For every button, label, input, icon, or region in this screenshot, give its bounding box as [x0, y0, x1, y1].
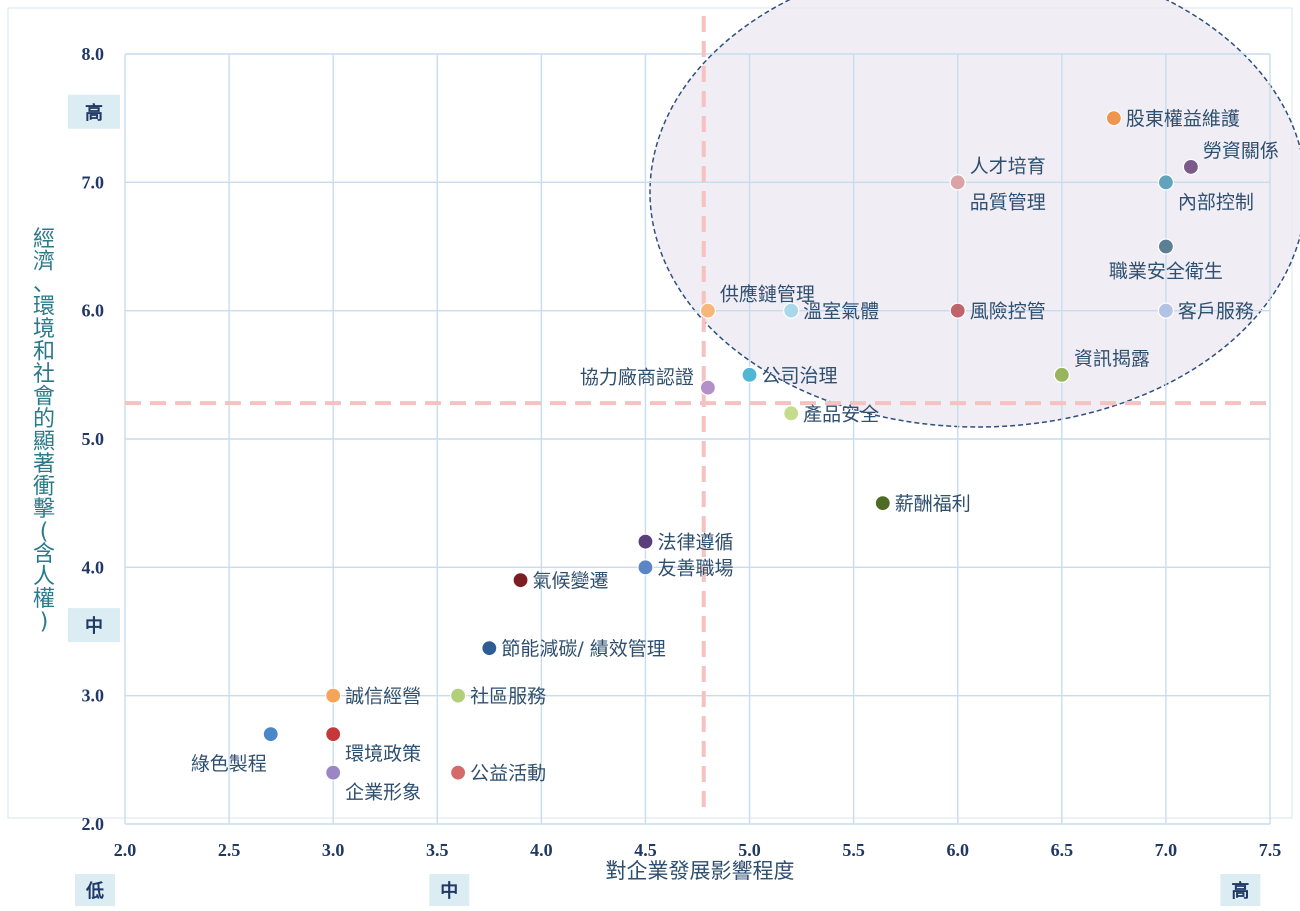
point-label-1: 勞資關係 — [1203, 140, 1279, 162]
point-label-19: 誠信經營 — [345, 686, 421, 708]
point-label-21: 綠色製程 — [191, 753, 267, 775]
x-band-label-2: 高 — [1231, 880, 1249, 902]
y-tick-label-3: 5.0 — [82, 429, 105, 449]
point-11 — [741, 366, 758, 383]
point-label-23: 企業形象 — [345, 782, 421, 804]
y-tick-label-4: 6.0 — [82, 301, 105, 321]
point-label-24: 公益活動 — [470, 763, 546, 785]
point-20 — [449, 687, 467, 704]
point-label-9: 客戶服務 — [1178, 301, 1254, 323]
point-16 — [637, 559, 654, 576]
x-tick-label-6: 5.0 — [738, 840, 761, 860]
point-17 — [512, 572, 529, 589]
x-tick-label-4: 4.0 — [530, 840, 553, 860]
point-label-5: 職業安全衛生 — [1109, 261, 1223, 283]
x-tick-label-10: 7.0 — [1155, 840, 1178, 860]
point-label-2: 人才培育 — [970, 155, 1046, 177]
point-22 — [325, 726, 342, 743]
level-bands: 低中高高中 — [68, 94, 1261, 906]
point-12 — [1053, 366, 1070, 383]
x-tick-label-11: 7.5 — [1259, 840, 1282, 860]
point-4 — [1157, 174, 1175, 191]
point-0 — [1105, 110, 1122, 127]
y-tick-label-0: 2.0 — [82, 814, 105, 834]
point-label-18: 節能減碳/ 績效管理 — [501, 638, 665, 660]
y-band-box-1 — [68, 608, 120, 643]
y-tick-label-5: 7.0 — [82, 172, 105, 192]
y-axis-title: 經濟、環境和社會的顯著衝擊(含人權) — [33, 227, 55, 635]
point-label-17: 氣候變遷 — [533, 570, 609, 592]
point-6 — [699, 302, 717, 319]
point-14 — [874, 495, 891, 512]
y-band-box-0 — [68, 94, 120, 129]
point-label-22: 環境政策 — [345, 743, 421, 765]
point-8 — [949, 302, 966, 319]
point-19 — [325, 687, 342, 704]
x-tick-label-5: 4.5 — [634, 840, 657, 860]
point-7 — [783, 302, 800, 319]
point-label-14: 薪酬福利 — [895, 493, 971, 515]
point-label-3: 品質管理 — [970, 191, 1046, 213]
point-3 — [949, 174, 966, 191]
point-label-10: 協力廠商認證 — [580, 366, 694, 389]
x-tick-label-3: 3.5 — [426, 840, 449, 860]
point-label-4: 內部控制 — [1178, 191, 1254, 213]
point-label-16: 友善職場 — [657, 557, 733, 579]
point-1 — [1182, 158, 1199, 176]
point-10 — [699, 379, 717, 396]
grid — [124, 53, 1271, 825]
x-tick-label-8: 6.0 — [946, 840, 969, 860]
point-label-20: 社區服務 — [470, 686, 546, 708]
point-label-6: 供應鏈管理 — [720, 283, 815, 306]
point-9 — [1157, 302, 1175, 319]
point-18 — [481, 640, 498, 657]
x-tick-label-2: 3.0 — [322, 840, 345, 860]
x-band-box-0 — [75, 874, 115, 906]
point-5 — [1157, 238, 1175, 255]
point-13 — [783, 405, 800, 422]
point-label-11: 公司治理 — [762, 365, 838, 387]
x-tick-label-7: 5.5 — [842, 840, 865, 860]
point-label-0: 股東權益維護 — [1126, 108, 1240, 130]
point-label-12: 資訊揭露 — [1074, 348, 1150, 370]
tick-labels: 2.0 2.5 3.0 3.5 4.0 4.5 5.0 5.5 6.0 6.5 7.0 7.5 2.0 3… — [82, 44, 1282, 860]
point-label-13: 產品安全 — [803, 403, 879, 425]
x-tick-label-1: 2.5 — [218, 840, 241, 860]
point-label-8: 風險控管 — [970, 301, 1046, 323]
outer-frame — [7, 7, 1293, 819]
x-band-box-2 — [1220, 874, 1261, 906]
x-tick-label-9: 6.5 — [1051, 840, 1074, 860]
point-label-15: 法律遵循 — [657, 532, 733, 554]
y-tick-label-6: 8.0 — [82, 44, 105, 64]
x-band-box-1 — [429, 874, 470, 906]
point-21 — [262, 726, 279, 743]
x-axis-title: 對企業發展影響程度 — [606, 859, 795, 883]
point-label-7: 溫室氣體 — [803, 301, 879, 323]
y-tick-label-2: 4.0 — [82, 557, 105, 577]
y-band-label-0: 高 — [85, 102, 103, 124]
y-tick-label-1: 3.0 — [82, 686, 105, 706]
x-tick-label-0: 2.0 — [114, 840, 137, 860]
material-topics-ellipse — [649, 0, 1300, 428]
point-24 — [449, 764, 467, 781]
point-15 — [637, 533, 654, 550]
y-band-label-1: 中 — [85, 615, 103, 637]
x-band-label-0: 低 — [85, 880, 104, 902]
point-23 — [325, 764, 342, 781]
x-band-label-1: 中 — [440, 880, 458, 902]
threshold-lines — [125, 16, 1275, 816]
